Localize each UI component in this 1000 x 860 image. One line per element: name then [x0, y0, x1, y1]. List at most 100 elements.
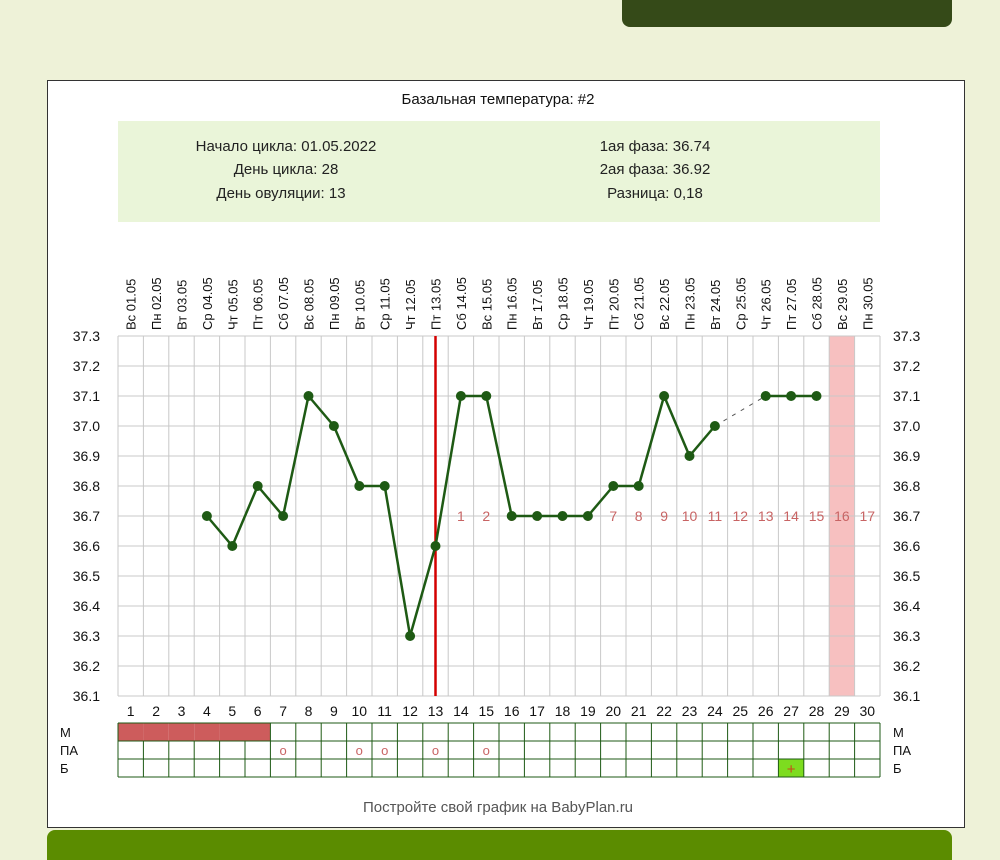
y-tick-right: 37.3	[893, 328, 920, 344]
gap-segment	[714, 395, 766, 427]
temperature-point	[709, 421, 720, 431]
y-tick-right: 36.6	[893, 538, 920, 554]
x-day-label: 24	[707, 703, 723, 719]
menses-cell	[143, 723, 169, 741]
temperature-segment	[586, 485, 615, 517]
temperature-point	[354, 481, 365, 491]
y-tick-right: 36.8	[893, 478, 920, 494]
date-label: Ср 04.05	[200, 277, 215, 330]
cycle-start: Начало цикла: 01.05.2022	[196, 138, 377, 155]
menses-cell	[168, 723, 195, 741]
temperature-segment	[688, 425, 716, 457]
x-day-label: 27	[783, 703, 799, 719]
x-day-label: 6	[254, 703, 262, 719]
x-day-label: 23	[682, 703, 698, 719]
date-label: Сб 07.05	[276, 277, 291, 330]
y-tick-right: 37.1	[893, 388, 920, 404]
phase-difference: Разница: 0,18	[607, 185, 703, 202]
date-label: Ср 11.05	[378, 278, 393, 330]
y-tick-left: 36.4	[73, 598, 100, 614]
date-label: Пн 23.05	[683, 277, 698, 330]
temperature-segment	[332, 425, 361, 487]
row-label-right: ПА	[893, 743, 911, 758]
x-day-label: 16	[504, 703, 520, 719]
y-tick-right: 36.4	[893, 598, 920, 614]
phase-day-number: 13	[758, 508, 774, 524]
phase1-avg: 1ая фаза: 36.74	[600, 138, 711, 155]
temperature-segment	[485, 395, 513, 517]
x-day-label: 22	[656, 703, 672, 719]
temperature-point	[786, 391, 797, 401]
x-day-label: 26	[758, 703, 774, 719]
phase-day-number: 17	[860, 508, 876, 524]
date-label: Вт 24.05	[708, 280, 723, 330]
x-day-label: 4	[203, 703, 211, 719]
x-day-label: 18	[555, 703, 571, 719]
pa-marker: o	[432, 743, 439, 758]
temperature-point	[532, 511, 543, 521]
menses-cell	[194, 723, 220, 741]
date-label: Сб 21.05	[632, 277, 647, 330]
x-day-label: 8	[305, 703, 313, 719]
temperature-segment	[307, 395, 335, 427]
x-day-label: 20	[606, 703, 622, 719]
temperature-point	[227, 541, 238, 551]
temperature-point	[481, 391, 492, 401]
x-day-label: 28	[809, 703, 825, 719]
temperature-segment	[662, 395, 691, 457]
date-label: Пт 13.05	[429, 279, 444, 330]
pa-marker: o	[279, 743, 286, 758]
x-day-label: 14	[453, 703, 469, 719]
footer-link[interactable]: Постройте свой график на BabyPlan.ru	[363, 799, 633, 816]
date-label: Пт 20.05	[606, 279, 621, 330]
temperature-point	[201, 511, 212, 521]
x-day-label: 2	[152, 703, 160, 719]
x-day-label: 5	[228, 703, 236, 719]
phase-day-number: 16	[834, 508, 850, 524]
menses-cell	[245, 723, 271, 741]
phase-day-number: 11	[708, 508, 723, 524]
date-label: Чт 05.05	[225, 279, 240, 330]
temperature-point	[405, 631, 416, 641]
y-tick-right: 37.0	[893, 418, 920, 434]
temperature-segment	[434, 395, 463, 547]
temperature-point	[278, 511, 289, 521]
temperature-point	[557, 511, 568, 521]
date-label: Пн 16.05	[505, 277, 520, 330]
date-label: Вт 03.05	[175, 280, 190, 330]
date-label: Сб 28.05	[810, 277, 825, 330]
date-label: Чт 19.05	[581, 279, 596, 330]
temperature-segment	[256, 485, 285, 517]
row-label-right: М	[893, 725, 904, 740]
temperature-point	[455, 391, 466, 401]
date-label: Пт 06.05	[251, 279, 266, 330]
pa-marker: o	[381, 743, 388, 758]
date-label: Вс 22.05	[657, 279, 672, 330]
temperature-segment	[231, 485, 259, 547]
temperature-point	[608, 481, 619, 491]
y-tick-right: 36.5	[893, 568, 920, 584]
chart-title: Базальная температура: #2	[402, 91, 595, 108]
date-label: Вс 29.05	[835, 279, 850, 330]
y-tick-left: 37.3	[73, 328, 100, 344]
date-label: Вс 08.05	[302, 279, 317, 330]
x-day-label: 15	[479, 703, 495, 719]
y-tick-left: 36.8	[73, 478, 100, 494]
y-tick-left: 37.2	[73, 358, 100, 374]
y-tick-left: 36.2	[73, 658, 100, 674]
date-label: Ср 18.05	[556, 277, 571, 330]
row-label-right: Б	[893, 761, 902, 776]
phase-day-number: 8	[635, 508, 643, 524]
date-label: Пн 09.05	[327, 277, 342, 330]
date-label: Чт 12.05	[403, 279, 418, 330]
x-day-label: 17	[529, 703, 545, 719]
x-day-label: 11	[377, 703, 392, 719]
ovulation-day: День овуляции: 13	[216, 185, 345, 202]
date-label: Пт 27.05	[784, 279, 799, 330]
menses-cell	[219, 723, 245, 741]
x-day-label: 7	[279, 703, 287, 719]
temperature-point	[506, 511, 517, 521]
x-day-label: 9	[330, 703, 338, 719]
b-cell	[778, 759, 804, 777]
